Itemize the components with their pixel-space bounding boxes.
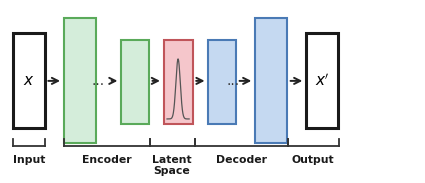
Text: Latent
Space: Latent Space [152, 155, 192, 176]
Bar [306, 33, 338, 128]
Bar [13, 33, 45, 128]
Bar [121, 40, 149, 124]
Bar [208, 40, 236, 124]
Text: $\mathbf{\mathit{x}}$: $\mathbf{\mathit{x}}$ [23, 73, 34, 88]
Bar [255, 18, 287, 143]
Text: Decoder: Decoder [216, 155, 267, 165]
Text: Input: Input [13, 155, 45, 165]
Text: Output: Output [292, 155, 334, 165]
Bar [64, 18, 96, 143]
Text: ...: ... [92, 74, 105, 88]
Text: Encoder: Encoder [82, 155, 131, 165]
Text: ...: ... [227, 74, 239, 88]
Text: $\mathbf{\mathit{x}}'$: $\mathbf{\mathit{x}}'$ [315, 72, 329, 89]
Bar [164, 40, 193, 124]
